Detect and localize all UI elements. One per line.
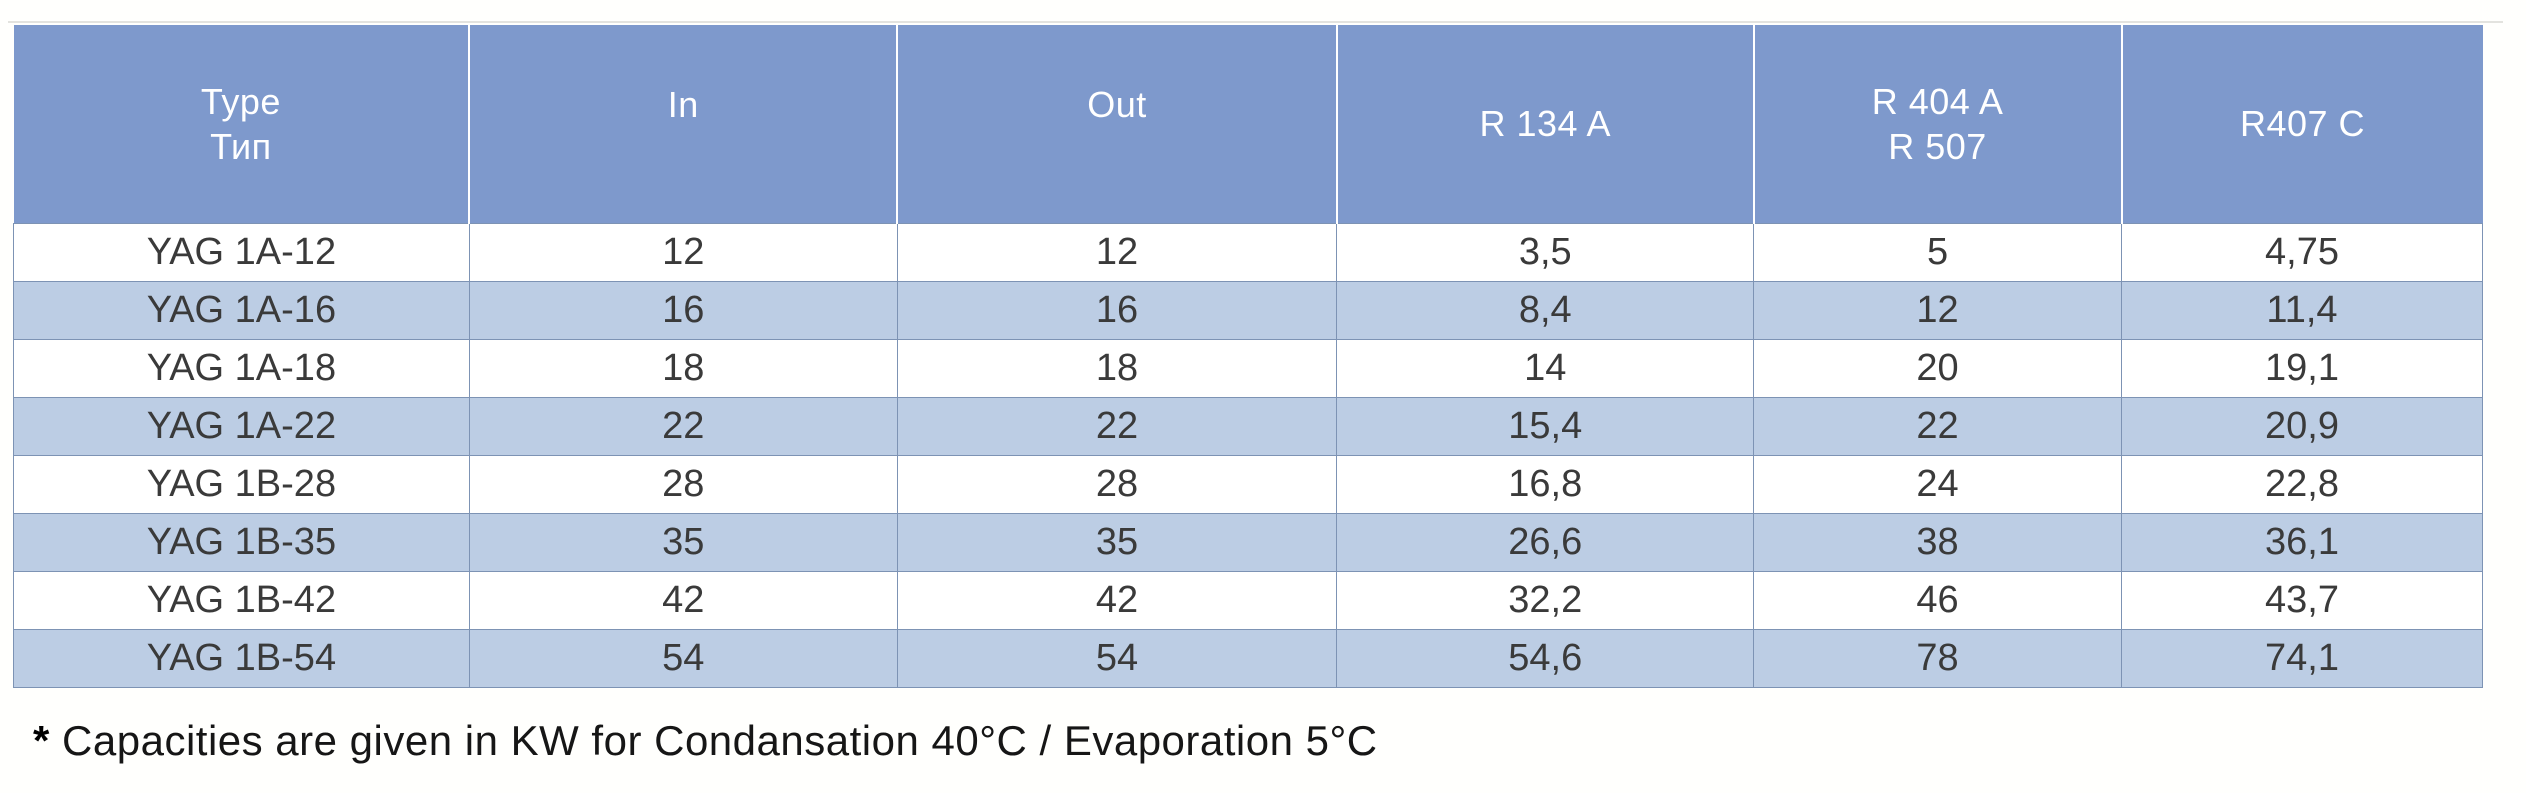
cell-in: 22	[468, 396, 898, 456]
cell-type: YAG 1A-22	[13, 396, 470, 456]
table-row: YAG 1B-28 28 28 16,8 24 22,8	[13, 454, 2483, 514]
col-header-r407c-label: R407 C	[2239, 103, 2366, 145]
cell-r407c: 20,9	[2121, 396, 2483, 456]
col-header-in-label: In	[667, 84, 699, 126]
col-header-r134a: R 134 A	[1335, 25, 1754, 223]
cell-out: 28	[896, 454, 1338, 514]
cell-r404a-r507: 12	[1753, 280, 2122, 340]
cell-r404a-r507: 46	[1753, 570, 2122, 630]
col-header-r404a-line2: R 507	[1888, 125, 1987, 167]
col-header-type-line2: Тип	[210, 125, 272, 167]
cell-r407c: 74,1	[2121, 628, 2483, 688]
table-row: YAG 1B-42 42 42 32,2 46 43,7	[13, 570, 2483, 630]
cell-r407c: 22,8	[2121, 454, 2483, 514]
cell-r407c: 11,4	[2121, 280, 2483, 340]
cell-r404a-r507: 38	[1753, 512, 2122, 572]
cell-r134a: 16,8	[1336, 454, 1755, 514]
table-row: YAG 1B-35 35 35 26,6 38 36,1	[13, 512, 2483, 572]
table-row: YAG 1A-18 18 18 14 20 19,1	[13, 338, 2483, 398]
cell-r134a: 8,4	[1336, 280, 1755, 340]
cell-r407c: 43,7	[2121, 570, 2483, 630]
cell-r407c: 36,1	[2121, 512, 2483, 572]
cell-in: 42	[468, 570, 898, 630]
table-row: YAG 1A-16 16 16 8,4 12 11,4	[13, 280, 2483, 340]
col-header-r404a-line1: R 404 A	[1871, 80, 2004, 122]
footnote-text: Capacities are given in KW for Condansat…	[62, 717, 1378, 764]
cell-r134a: 32,2	[1336, 570, 1755, 630]
cell-r134a: 14	[1336, 338, 1755, 398]
cell-r134a: 54,6	[1336, 628, 1755, 688]
capacity-table-wrap: Type Тип In Out R 134 A R 404 A R 507 R4	[13, 25, 2483, 688]
cell-type: YAG 1A-18	[13, 338, 470, 398]
footnote-asterisk: *	[33, 717, 50, 764]
cell-r134a: 15,4	[1336, 396, 1755, 456]
cell-r134a: 3,5	[1336, 222, 1755, 282]
cell-out: 42	[896, 570, 1338, 630]
col-header-r407c: R407 C	[2120, 25, 2483, 223]
cell-out: 35	[896, 512, 1338, 572]
cell-in: 18	[468, 338, 898, 398]
cell-type: YAG 1A-12	[13, 222, 470, 282]
cell-in: 54	[468, 628, 898, 688]
cell-r404a-r507: 78	[1753, 628, 2122, 688]
cell-in: 28	[468, 454, 898, 514]
cell-r407c: 19,1	[2121, 338, 2483, 398]
cell-in: 12	[468, 222, 898, 282]
cell-out: 54	[896, 628, 1338, 688]
cell-type: YAG 1B-42	[13, 570, 470, 630]
cell-out: 22	[896, 396, 1338, 456]
table-row: YAG 1B-54 54 54 54,6 78 74,1	[13, 628, 2483, 688]
col-header-type-line1: Type	[200, 80, 281, 122]
cell-out: 12	[896, 222, 1338, 282]
col-header-r134a-label: R 134 A	[1479, 103, 1612, 145]
top-rule	[8, 21, 2503, 23]
cell-out: 18	[896, 338, 1338, 398]
cell-r134a: 26,6	[1336, 512, 1755, 572]
col-header-in: In	[468, 25, 898, 223]
cell-type: YAG 1A-16	[13, 280, 470, 340]
col-header-out-label: Out	[1087, 84, 1147, 126]
col-header-type: Type Тип	[13, 25, 470, 223]
table-header-row: Type Тип In Out R 134 A R 404 A R 507 R4	[13, 25, 2483, 223]
cell-in: 16	[468, 280, 898, 340]
table-row: YAG 1A-12 12 12 3,5 5 4,75	[13, 222, 2483, 282]
cell-r404a-r507: 20	[1753, 338, 2122, 398]
col-header-r404a-r507: R 404 A R 507	[1752, 25, 2122, 223]
col-header-out: Out	[896, 25, 1337, 223]
cell-type: YAG 1B-54	[13, 628, 470, 688]
cell-out: 16	[896, 280, 1338, 340]
cell-in: 35	[468, 512, 898, 572]
cell-type: YAG 1B-28	[13, 454, 470, 514]
table-body: YAG 1A-12 12 12 3,5 5 4,75 YAG 1A-16 16 16 8,4 12 1…	[13, 222, 2483, 688]
cell-r404a-r507: 24	[1753, 454, 2122, 514]
cell-type: YAG 1B-35	[13, 512, 470, 572]
cell-r404a-r507: 22	[1753, 396, 2122, 456]
capacity-table: Type Тип In Out R 134 A R 404 A R 507 R4	[13, 25, 2483, 688]
footnote: * Capacities are given in KW for Condans…	[33, 717, 1378, 765]
cell-r407c: 4,75	[2121, 222, 2483, 282]
cell-r404a-r507: 5	[1753, 222, 2122, 282]
table-row: YAG 1A-22 22 22 15,4 22 20,9	[13, 396, 2483, 456]
table-header: Type Тип In Out R 134 A R 404 A R 507 R4	[13, 25, 2483, 223]
